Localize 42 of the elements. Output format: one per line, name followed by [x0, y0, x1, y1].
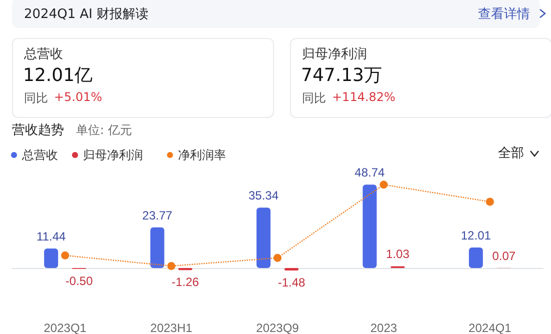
bar — [44, 248, 58, 268]
data-label: 12.01 — [460, 228, 492, 242]
data-label: -1.26 — [172, 275, 200, 290]
x-tick-label: 2023 — [370, 321, 398, 334]
data-label: -1.48 — [278, 276, 306, 290]
x-tick-label: 2023H1 — [150, 321, 193, 334]
text: 归母净利润 — [302, 46, 367, 63]
point — [274, 254, 282, 262]
text: 同比 — [24, 90, 48, 107]
data-label: 1.03 — [386, 247, 410, 262]
legend-label: 归母净利润 — [83, 148, 143, 162]
text: 总营收 — [24, 46, 63, 63]
text: +114.82% — [332, 90, 396, 104]
bar — [150, 227, 164, 268]
legend-label: 净利润率 — [178, 148, 226, 162]
bar — [284, 268, 298, 271]
data-label: 0.07 — [492, 248, 516, 263]
data-label: -0.50 — [65, 274, 94, 288]
bar — [362, 184, 377, 268]
x-tick-label: 2024Q1 — [468, 321, 512, 334]
text: 全部 — [498, 145, 524, 162]
data-label: 11.44 — [36, 229, 66, 244]
chart-title: 营收趋势 — [12, 122, 64, 139]
x-tick-label: 2023Q1 — [44, 321, 87, 334]
text: 747.13万 — [301, 64, 382, 87]
text: 2024Q1 AI 财报解读 — [24, 6, 149, 23]
point — [167, 262, 176, 270]
legend-label: 总营收 — [21, 148, 58, 162]
chart-subtitle: 单位: 亿元 — [76, 122, 132, 139]
text: 查看详情 — [478, 6, 530, 23]
x-tick-label: 2023Q9 — [256, 321, 300, 334]
point — [380, 180, 388, 189]
data-label: 35.34 — [248, 188, 279, 203]
data-label: 48.74 — [354, 166, 386, 180]
point — [61, 251, 70, 260]
text: 同比 — [302, 90, 326, 107]
bar — [468, 247, 483, 268]
text: 12.01亿 — [23, 64, 93, 87]
text: +5.01% — [54, 90, 102, 104]
bar — [256, 208, 270, 268]
point — [486, 198, 494, 206]
data-label: 23.77 — [142, 208, 173, 222]
